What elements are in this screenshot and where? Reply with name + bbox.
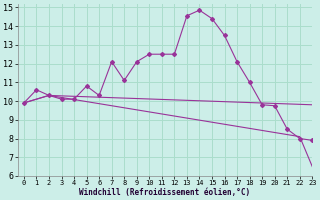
X-axis label: Windchill (Refroidissement éolien,°C): Windchill (Refroidissement éolien,°C) [79,188,251,197]
